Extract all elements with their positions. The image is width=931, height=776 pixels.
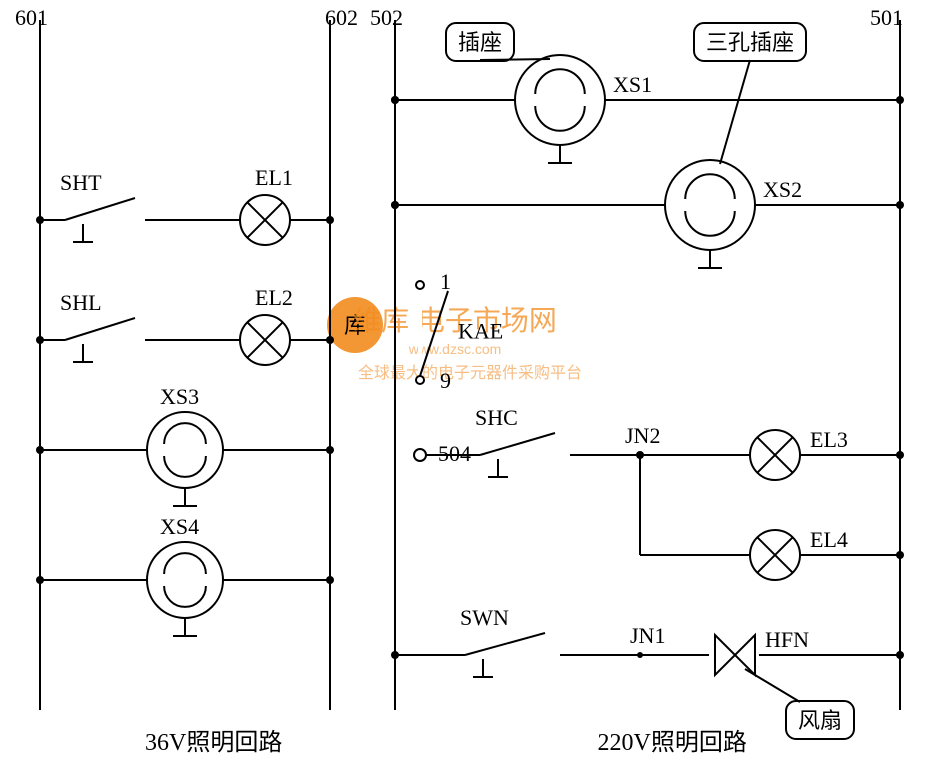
svg-text:JN2: JN2 — [625, 423, 660, 448]
svg-text:XS1: XS1 — [613, 72, 652, 97]
svg-text:SHL: SHL — [60, 290, 102, 315]
svg-text:三孔插座: 三孔插座 — [706, 30, 794, 55]
svg-text:JN1: JN1 — [630, 623, 665, 648]
svg-text:XS2: XS2 — [763, 177, 802, 202]
svg-text:1: 1 — [440, 269, 451, 294]
circuit-diagram: 库维库 电子市场网www.dzsc.com全球最大的电子元器件采购平台60160… — [0, 0, 931, 776]
svg-text:SWN: SWN — [460, 605, 509, 630]
svg-text:风扇: 风扇 — [798, 708, 842, 733]
svg-text:220V照明回路: 220V照明回路 — [598, 729, 747, 756]
svg-text:维库 电子市场网: 维库 电子市场网 — [353, 305, 557, 336]
svg-text:SHC: SHC — [475, 405, 518, 430]
svg-text:501: 501 — [870, 5, 903, 30]
svg-text:EL1: EL1 — [255, 165, 293, 190]
svg-text:XS4: XS4 — [160, 514, 199, 539]
svg-text:36V照明回路: 36V照明回路 — [145, 729, 282, 756]
svg-text:502: 502 — [370, 5, 403, 30]
svg-text:全球最大的电子元器件采购平台: 全球最大的电子元器件采购平台 — [358, 364, 582, 382]
svg-text:KAE: KAE — [458, 319, 503, 344]
svg-text:插座: 插座 — [458, 30, 502, 55]
svg-text:601: 601 — [15, 5, 48, 30]
svg-text:EL2: EL2 — [255, 285, 293, 310]
svg-text:XS3: XS3 — [160, 384, 199, 409]
svg-text:SHT: SHT — [60, 170, 102, 195]
svg-text:HFN: HFN — [765, 627, 809, 652]
svg-text:504: 504 — [438, 441, 471, 466]
svg-text:EL3: EL3 — [810, 427, 848, 452]
svg-text:EL4: EL4 — [810, 527, 848, 552]
svg-text:602: 602 — [325, 5, 358, 30]
svg-text:9: 9 — [440, 368, 451, 393]
